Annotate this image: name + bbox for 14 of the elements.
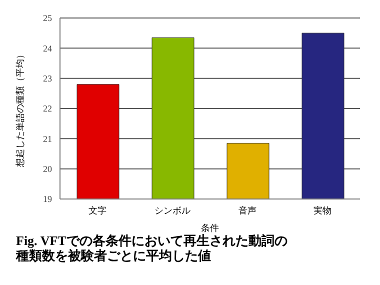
y-tick-label: 25 xyxy=(43,13,52,24)
y-tick-label: 22 xyxy=(43,104,52,114)
x-tick-label: 文字 xyxy=(88,205,106,216)
x-tick-label: 実物 xyxy=(314,205,332,216)
y-tick-label: 19 xyxy=(43,194,52,204)
y-tick-label: 20 xyxy=(43,164,52,174)
x-axis-title: 条件 xyxy=(201,223,219,233)
y-tick-label: 21 xyxy=(43,134,52,144)
x-tick-label: シンボル xyxy=(154,205,190,216)
y-tick-label: 24 xyxy=(43,43,52,54)
y-tick-label: 23 xyxy=(43,74,52,84)
text: Fig. VFTでの各条件において再生された動詞の種類数を被験者ごとに平均した値 xyxy=(16,233,288,263)
x-tick-label: 音声 xyxy=(238,205,256,216)
y-axis-title: 想起した単語の種類（平均） xyxy=(15,50,26,168)
